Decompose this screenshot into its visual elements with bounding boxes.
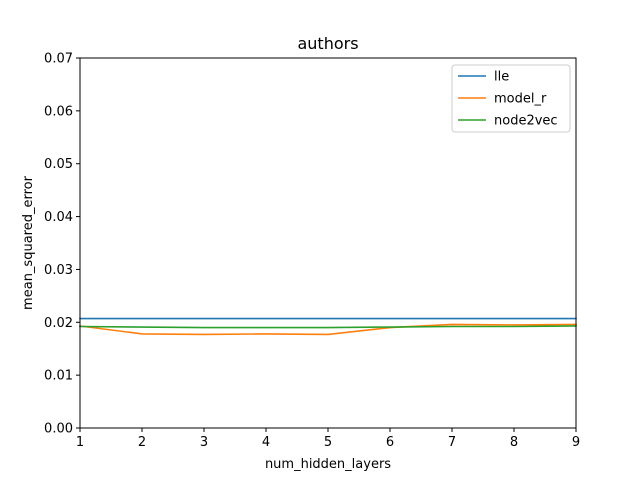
legend-label: model_r bbox=[494, 92, 547, 107]
legend: lle model_r node2vec bbox=[451, 64, 571, 133]
y-tick-label: 0.03 bbox=[44, 263, 73, 278]
x-axis-label: num_hidden_layers bbox=[265, 457, 391, 472]
y-tick-label: 0.06 bbox=[44, 104, 73, 119]
y-tick-label: 0.00 bbox=[44, 422, 73, 437]
x-tick-label: 2 bbox=[138, 435, 146, 450]
y-tick-label: 0.07 bbox=[44, 52, 73, 67]
y-tick-label: 0.02 bbox=[44, 316, 73, 331]
x-tick-label: 7 bbox=[448, 435, 456, 450]
x-tick-label: 1 bbox=[76, 435, 84, 450]
x-tick-label: 9 bbox=[572, 435, 580, 450]
legend-label: lle bbox=[494, 70, 509, 85]
y-tick-label: 0.04 bbox=[44, 210, 73, 225]
legend-label: node2vec bbox=[494, 114, 558, 129]
x-axis: 1 2 3 4 5 6 7 8 9 bbox=[76, 428, 580, 450]
y-axis: 0.00 0.01 0.02 0.03 0.04 0.05 0.06 0.07 bbox=[44, 52, 80, 437]
x-tick-label: 3 bbox=[200, 435, 208, 450]
x-tick-label: 5 bbox=[324, 435, 332, 450]
x-tick-label: 4 bbox=[262, 435, 270, 450]
chart-title: authors bbox=[297, 34, 358, 53]
series-layer bbox=[79, 317, 577, 336]
series-line-model-r bbox=[79, 323, 577, 336]
series-line-node2vec bbox=[79, 325, 577, 329]
y-tick-label: 0.05 bbox=[44, 157, 73, 172]
x-tick-label: 8 bbox=[510, 435, 518, 450]
x-tick-label: 6 bbox=[386, 435, 394, 450]
legend-box bbox=[451, 64, 571, 133]
y-axis-label: mean_squared_error bbox=[21, 175, 36, 310]
y-tick-label: 0.01 bbox=[44, 369, 73, 384]
